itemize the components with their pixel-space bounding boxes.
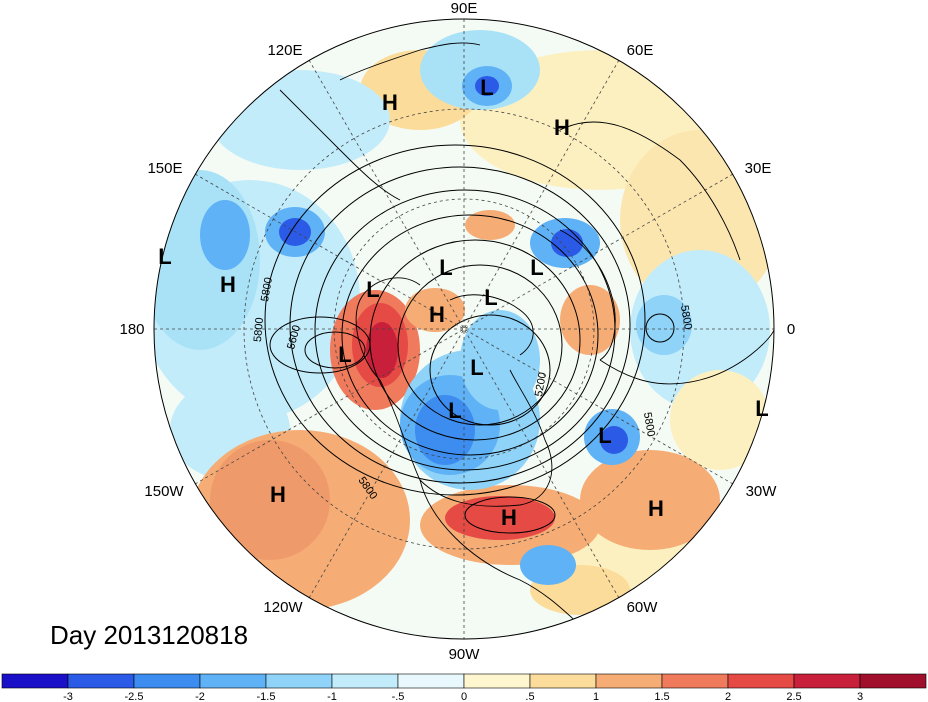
high-pressure-label: H xyxy=(270,482,286,507)
map-border xyxy=(153,18,775,640)
colorbar-tick-label: -1 xyxy=(327,691,337,702)
high-pressure-label: H xyxy=(382,90,398,115)
colorbar-tick-label: -2 xyxy=(195,691,205,702)
high-pressure-label: H xyxy=(220,272,236,297)
colorbar-cell xyxy=(727,673,795,689)
high-pressure-label: H xyxy=(648,496,664,521)
contour-label: 5200 xyxy=(533,371,549,397)
colorbar-tick-label: 2 xyxy=(725,691,731,702)
colorbar-cell xyxy=(331,673,399,689)
low-pressure-label: L xyxy=(480,75,493,100)
high-pressure-label: H xyxy=(429,302,445,327)
colorbar-tick-label: 2.5 xyxy=(786,691,801,702)
lon-label-60e: 60E xyxy=(627,42,654,59)
anomaly-field xyxy=(154,19,774,639)
high-pressure-label: H xyxy=(554,115,570,140)
graticule xyxy=(154,19,774,639)
lon-label-0: 0 xyxy=(787,321,795,338)
lon-label-90e: 90E xyxy=(451,0,478,17)
low-pressure-label: L xyxy=(338,342,351,367)
low-pressure-label: L xyxy=(470,355,483,380)
contour-label: 5800 xyxy=(678,304,694,330)
colorbar-tick-label: 1 xyxy=(593,691,599,702)
map-title: Day 2013120818 xyxy=(50,620,249,650)
low-pressure-label: L xyxy=(598,423,611,448)
colorbar-tick-label: -2.5 xyxy=(125,691,144,702)
colorbar-tick-label: -.5 xyxy=(392,691,405,702)
colorbar-tick-label: -3 xyxy=(63,691,73,702)
colorbar-cell xyxy=(199,673,267,689)
colorbar-cell xyxy=(793,673,861,689)
colorbar-tick-label: 3 xyxy=(857,691,863,702)
colorbar-cell xyxy=(67,673,135,689)
high-pressure-label: H xyxy=(501,505,517,530)
lon-label-30w: 30W xyxy=(746,483,778,500)
lon-label-120w: 120W xyxy=(263,599,303,616)
lon-label-60w: 60W xyxy=(627,599,659,616)
low-pressure-label: L xyxy=(484,285,497,310)
colorbar-tick-label: .5 xyxy=(525,691,534,702)
low-pressure-label: L xyxy=(448,398,461,423)
colorbar-tick-label: 1.5 xyxy=(654,691,669,702)
low-pressure-label: L xyxy=(530,255,543,280)
colorbar-cell xyxy=(595,673,663,689)
low-pressure-label: L xyxy=(439,255,452,280)
colorbar: -3 -2.5 -2 -1.5 -1 -.5 0 .5 1 1.5 2 2.5 3 xyxy=(1,673,927,702)
contour-label: 5800 xyxy=(252,317,266,342)
colorbar-cell xyxy=(859,673,927,689)
colorbar-cell xyxy=(133,673,201,689)
lon-label-150w: 150W xyxy=(144,483,184,500)
polar-stereographic-map: 90E 60E 30E 0 30W 60W 90W 120W 150W 180 … xyxy=(119,0,795,663)
colorbar-cell xyxy=(661,673,729,689)
colorbar-cell xyxy=(463,673,531,689)
colorbar-cell xyxy=(265,673,333,689)
low-pressure-label: L xyxy=(755,396,768,421)
lon-label-120e: 120E xyxy=(267,42,302,59)
colorbar-cell xyxy=(397,673,465,689)
colorbar-tick-label: -1.5 xyxy=(257,691,276,702)
colorbar-cells xyxy=(1,673,927,689)
colorbar-cell xyxy=(529,673,597,689)
low-pressure-label: L xyxy=(366,277,379,302)
contour-label: 5800 xyxy=(259,276,275,302)
lon-label-150e: 150E xyxy=(147,160,182,177)
lon-label-90w: 90W xyxy=(449,646,481,663)
lon-label-180: 180 xyxy=(119,321,144,338)
lon-label-30e: 30E xyxy=(745,160,772,177)
contour-label: 5800 xyxy=(641,411,657,437)
colorbar-ticks: -3 -2.5 -2 -1.5 -1 -.5 0 .5 1 1.5 2 2.5 3 xyxy=(63,691,863,702)
colorbar-tick-label: 0 xyxy=(461,691,467,702)
colorbar-cell xyxy=(1,673,69,689)
low-pressure-label: L xyxy=(158,244,171,269)
